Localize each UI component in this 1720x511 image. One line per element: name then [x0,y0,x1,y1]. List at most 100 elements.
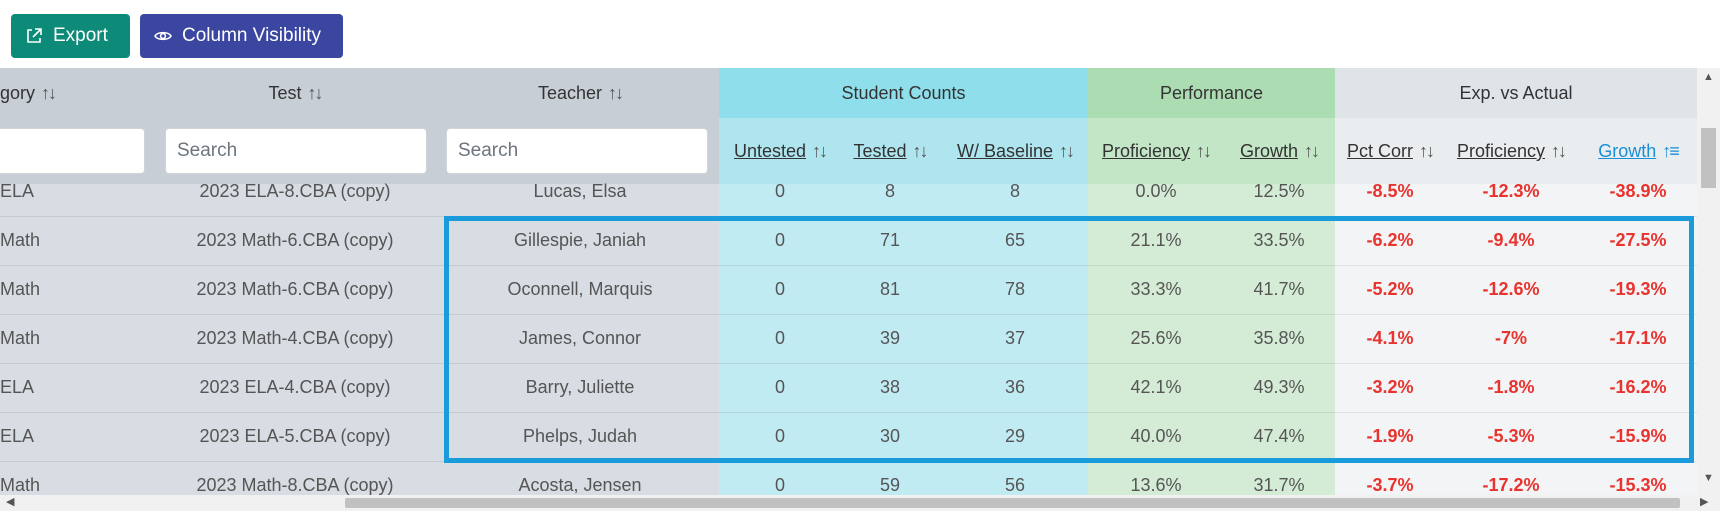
student-counts-subheader-bg [719,118,1088,184]
vertical-scroll-thumb[interactable] [1701,128,1716,188]
row-divider [0,314,1697,315]
growth-cell: 33.5% [1253,230,1305,250]
performance-group-header: Performance [1159,83,1264,103]
baseline-cell: 65 [1004,230,1026,250]
growth-cell: 12.5% [1253,181,1305,201]
teacher-cell: Acosta, Jensen [518,475,642,495]
category-header[interactable]: gory ↑↓ [0,68,80,118]
proficiency-cell: 33.3% [1130,279,1182,299]
proficiency-cell: 25.6% [1130,328,1182,348]
tested-header[interactable]: Tested ↑↓ [840,118,940,184]
pct-corr-header[interactable]: Pct Corr ↑↓ [1338,118,1442,184]
test-header-label: Test [268,83,302,103]
category-search-input[interactable] [0,128,145,174]
exp-proficiency-cell: -12.3% [1482,181,1540,201]
performance-growth-header-label: Growth [1239,141,1299,161]
test-cell: 2023 ELA-4.CBA (copy) [199,377,391,397]
test-cell: 2023 ELA-8.CBA (copy) [199,181,391,201]
pct-corr-header-label: Pct Corr [1346,141,1413,161]
scroll-up-arrow-icon[interactable]: ▲ [1703,71,1714,83]
test-search-input[interactable]: Search [165,128,427,174]
exp-proficiency-header-label: Proficiency [1456,141,1546,161]
category-header-label: gory [0,83,36,103]
pct-corr-cell: -3.7% [1366,475,1414,495]
horizontal-scrollbar[interactable]: ◀ ▶ [0,495,1720,511]
exp-growth-cell: -16.2% [1609,377,1667,397]
test-header[interactable]: Test ↑↓ [155,68,435,118]
category-cell: Math [0,475,41,495]
scroll-right-arrow-icon[interactable]: ▶ [1700,496,1709,508]
proficiency-cell: 0.0% [1135,181,1177,201]
exp-growth-cell: -38.9% [1609,181,1667,201]
test-cell: 2023 ELA-5.CBA (copy) [199,426,391,446]
scroll-down-arrow-icon[interactable]: ▼ [1703,472,1714,484]
teacher-header[interactable]: Teacher ↑↓ [440,68,720,118]
exp-vs-actual-group-header: Exp. vs Actual [1459,83,1573,103]
scroll-left-arrow-icon[interactable]: ◀ [6,496,15,508]
sort-icon[interactable]: ↑↓ [1196,141,1212,161]
sort-icon[interactable]: ↑↓ [1304,141,1320,161]
exp-growth-cell: -15.9% [1609,426,1667,446]
exp-proficiency-cell: -7% [1494,328,1527,348]
sort-icon[interactable]: ↑↓ [812,141,828,161]
sort-icon[interactable]: ↑↓ [608,83,624,103]
student-counts-group-header-bg [719,68,1088,118]
test-cell: 2023 Math-6.CBA (copy) [196,230,394,250]
sort-icon[interactable]: ↑↓ [307,83,324,103]
proficiency-cell: 13.6% [1130,475,1182,495]
category-cell: Math [0,279,41,299]
horizontal-scroll-thumb[interactable] [345,498,1680,508]
baseline-cell: 56 [1004,475,1026,495]
growth-cell: 49.3% [1253,377,1305,397]
row-divider [0,412,1697,413]
teacher-search-input[interactable]: Search [446,128,708,174]
row-divider [0,265,1697,266]
untested-cell: 0 [774,230,785,250]
untested-header[interactable]: Untested ↑↓ [722,118,838,184]
toolbar: Export Column Visibility [0,0,1720,68]
pct-corr-cell: -4.1% [1366,328,1414,348]
untested-cell: 0 [774,475,785,495]
column-visibility-button-label: Column Visibility [182,25,322,46]
performance-subheader-bg [1088,118,1335,184]
sort-icon[interactable]: ↑↓ [912,141,929,161]
column-visibility-button[interactable]: Column Visibility [140,14,343,58]
baseline-cell: 29 [1004,426,1026,446]
tested-cell: 38 [879,377,901,397]
untested-cell: 0 [774,377,785,397]
sort-icon[interactable]: ↑↓ [1551,141,1567,161]
growth-cell: 31.7% [1253,475,1305,495]
pct-corr-cell: -6.2% [1366,230,1414,250]
growth-cell: 47.4% [1253,426,1305,446]
sort-icon[interactable]: ↑↓ [1059,141,1075,161]
category-cell: ELA [0,426,35,446]
performance-proficiency-header[interactable]: Proficiency ↑↓ [1092,118,1220,184]
sort-icon[interactable]: ↑↓ [1419,141,1435,161]
exp-growth-header[interactable]: Growth ↑≡ [1586,118,1690,184]
sort-ascending-icon[interactable]: ↑≡ [1662,141,1679,161]
teacher-cell: Phelps, Judah [522,426,638,446]
performance-growth-header[interactable]: Growth ↑↓ [1226,118,1332,184]
tested-cell: 30 [879,426,901,446]
exp-growth-header-label: Growth [1598,141,1657,161]
data-table: gory ↑↓ Test ↑↓ Teacher ↑↓ Student Counts P… [0,68,1697,495]
sort-icon[interactable]: ↑↓ [41,83,57,103]
exp-growth-cell: -15.3% [1609,475,1667,495]
exp-proficiency-cell: -17.2% [1482,475,1540,495]
pct-corr-cell: -3.2% [1366,377,1414,397]
baseline-cell: 8 [1009,181,1020,201]
tested-cell: 39 [879,328,901,348]
export-button[interactable]: Export [11,14,130,58]
untested-header-label: Untested [733,141,807,161]
test-cell: 2023 Math-8.CBA (copy) [196,475,394,495]
performance-proficiency-header-label: Proficiency [1101,141,1191,161]
pct-corr-cell: -1.9% [1366,426,1414,446]
teacher-cell: James, Connor [518,328,642,348]
vertical-scrollbar[interactable]: ▲ ▼ [1697,68,1720,495]
test-cell: 2023 Math-6.CBA (copy) [196,279,394,299]
tested-header-label: Tested [853,141,907,161]
highlight-box [444,216,1694,463]
exp-proficiency-header[interactable]: Proficiency ↑↓ [1448,118,1574,184]
w-baseline-header-label: W/ Baseline [956,141,1054,161]
w-baseline-header[interactable]: W/ Baseline ↑↓ [944,118,1086,184]
